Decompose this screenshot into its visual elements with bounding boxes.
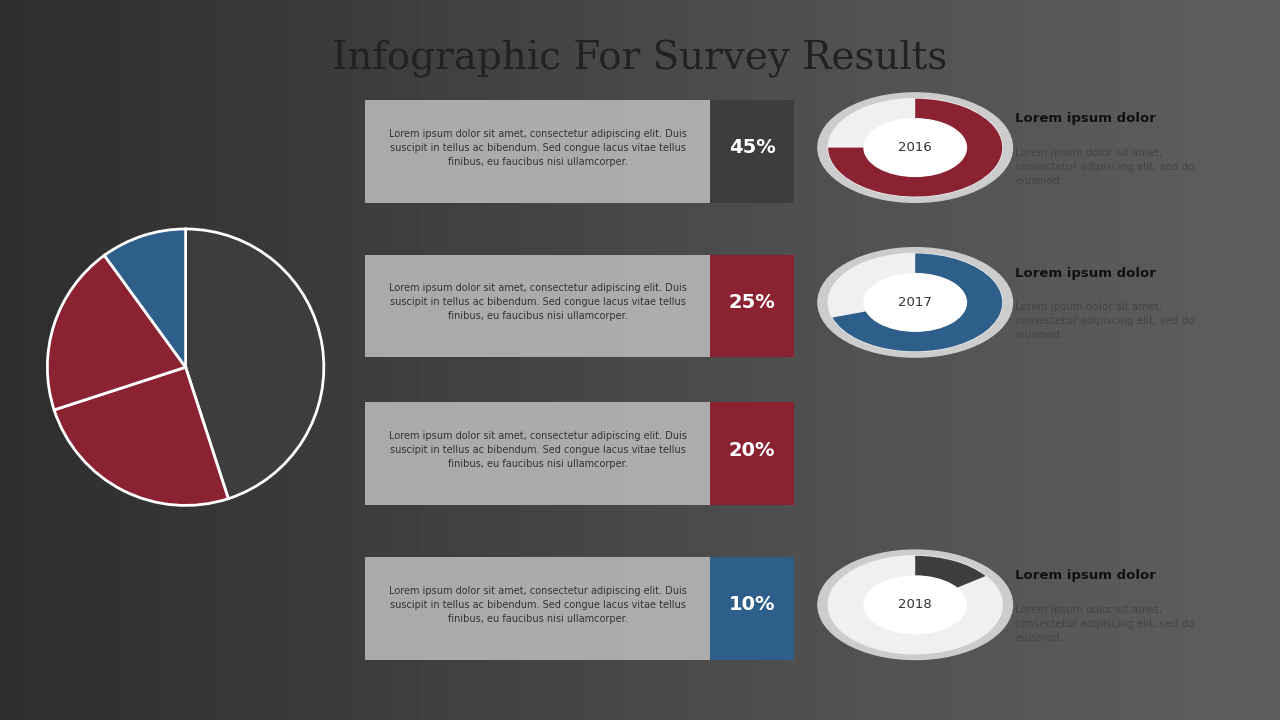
Circle shape [864,576,966,634]
Circle shape [828,253,1002,351]
Text: Infographic For Survey Results: Infographic For Survey Results [333,40,947,78]
Text: Lorem ipsum dolor: Lorem ipsum dolor [1015,267,1156,280]
Wedge shape [186,229,324,499]
Text: 2018: 2018 [899,598,932,611]
Text: Lorem ipsum dolor sit amet,
consectetur adipiscing elit, sed do
eiusmod.: Lorem ipsum dolor sit amet, consectetur … [1015,148,1194,186]
Wedge shape [47,256,186,410]
FancyBboxPatch shape [365,402,710,505]
Text: 25%: 25% [728,293,776,312]
Text: Lorem ipsum dolor: Lorem ipsum dolor [1015,112,1156,125]
Circle shape [818,248,1012,357]
Text: Lorem ipsum dolor sit amet, consectetur adipiscing elit. Duis
suscipit in tellus: Lorem ipsum dolor sit amet, consectetur … [389,586,686,624]
Text: Lorem ipsum dolor sit amet, consectetur adipiscing elit. Duis
suscipit in tellus: Lorem ipsum dolor sit amet, consectetur … [389,284,686,321]
Circle shape [818,93,1012,202]
Wedge shape [832,253,1002,351]
Text: 45%: 45% [728,138,776,157]
Wedge shape [105,229,186,367]
Circle shape [828,556,1002,654]
FancyBboxPatch shape [365,99,710,202]
Text: Lorem ipsum dolor sit amet,
consectetur adipiscing elit, sed do
eiusmod.: Lorem ipsum dolor sit amet, consectetur … [1015,605,1194,643]
FancyBboxPatch shape [710,557,794,660]
Text: 10%: 10% [728,595,776,614]
FancyBboxPatch shape [365,255,710,358]
FancyBboxPatch shape [710,402,794,505]
Circle shape [864,119,966,176]
Circle shape [864,274,966,331]
Circle shape [828,99,1002,197]
Wedge shape [54,367,228,505]
Text: Lorem ipsum dolor sit amet, consectetur adipiscing elit. Duis
suscipit in tellus: Lorem ipsum dolor sit amet, consectetur … [389,431,686,469]
FancyBboxPatch shape [365,557,710,660]
FancyBboxPatch shape [710,255,794,358]
Text: Lorem ipsum dolor sit amet, consectetur adipiscing elit. Duis
suscipit in tellus: Lorem ipsum dolor sit amet, consectetur … [389,129,686,166]
Text: 20%: 20% [728,441,776,459]
FancyBboxPatch shape [710,99,794,202]
Text: Lorem ipsum dolor sit amet,
consectetur adipiscing elit, sed do
eiusmod.: Lorem ipsum dolor sit amet, consectetur … [1015,302,1194,341]
Wedge shape [915,556,986,588]
Text: 2016: 2016 [899,141,932,154]
Circle shape [818,550,1012,660]
Wedge shape [828,99,1002,197]
Text: Lorem ipsum dolor: Lorem ipsum dolor [1015,570,1156,582]
Text: 2017: 2017 [899,296,932,309]
